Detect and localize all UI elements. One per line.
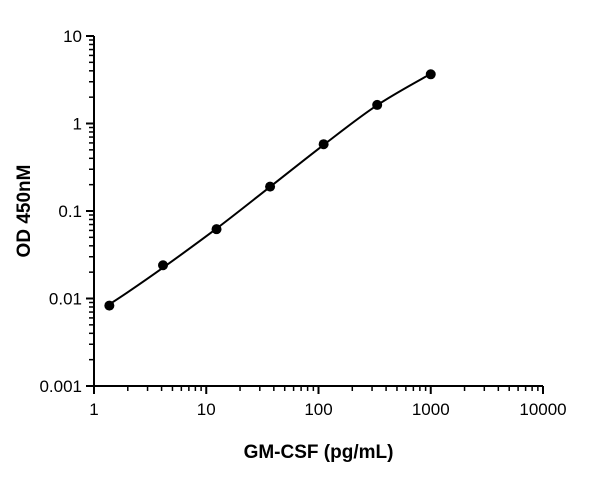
y-tick-label: 0.1 — [58, 202, 82, 221]
y-tick-label: 1 — [73, 115, 82, 134]
major-ticks — [86, 35, 544, 394]
x-tick-label: 10 — [197, 400, 216, 419]
y-tick-label: 0.01 — [49, 290, 82, 309]
data-point — [372, 99, 383, 110]
data-point — [104, 300, 115, 311]
x-axis-title: GM-CSF (pg/mL) — [244, 442, 394, 463]
x-tick-label: 100 — [304, 400, 332, 419]
data-point — [265, 181, 276, 192]
data-point — [318, 139, 329, 150]
y-tick-label: 0.001 — [39, 377, 82, 396]
x-tick-label: 1 — [89, 400, 98, 419]
data-point — [158, 260, 169, 271]
data-points — [104, 69, 436, 311]
x-tick-label: 1000 — [412, 400, 450, 419]
y-tick-label: 10 — [63, 27, 82, 46]
y-tick-labels: 0.001 0.01 0.1 1 10 — [39, 27, 82, 396]
x-tick-labels: 1 10 100 1000 10000 — [89, 400, 566, 419]
y-axis-title: OD 450nM — [14, 165, 35, 258]
data-point — [425, 69, 436, 80]
fit-curve — [106, 72, 432, 307]
minor-ticks — [89, 39, 539, 391]
data-point — [211, 224, 222, 235]
x-tick-label: 10000 — [519, 400, 566, 419]
